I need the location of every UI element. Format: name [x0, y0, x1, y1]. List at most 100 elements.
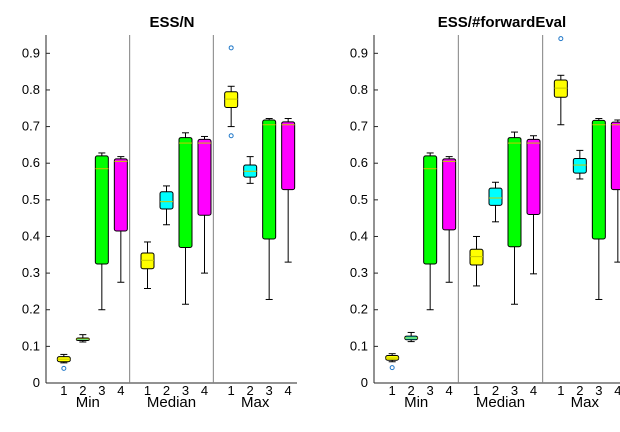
box-body — [610, 121, 620, 191]
x-tick-label: 3 — [595, 383, 602, 398]
outlier-point — [228, 133, 234, 139]
box-body — [526, 138, 541, 215]
x-tick-label: 1 — [557, 383, 564, 398]
box-min-1 — [385, 353, 400, 371]
box-body — [591, 119, 606, 240]
y-tick-label: 0.9 — [22, 45, 40, 60]
x-tick-label: 4 — [614, 383, 620, 398]
box-body — [262, 119, 277, 240]
box-body — [159, 191, 174, 210]
box-median-2 — [488, 181, 503, 223]
box-median-3 — [178, 132, 193, 305]
y-tick-label: 0.1 — [22, 338, 40, 353]
x-tick-label: 2 — [247, 383, 254, 398]
x-tick-label: 3 — [266, 383, 273, 398]
box-min-2 — [75, 334, 90, 343]
y-tick-label: 0.7 — [350, 119, 368, 134]
box-median-1 — [140, 241, 155, 289]
y-tick-label: 0.6 — [22, 155, 40, 170]
box-min-4 — [113, 156, 128, 283]
x-tick-label: 2 — [79, 383, 86, 398]
y-tick-label: 0.5 — [350, 192, 368, 207]
y-tick-label: 0.4 — [22, 228, 40, 243]
box-body — [178, 137, 193, 248]
y-tick-label: 0.1 — [350, 338, 368, 353]
y-tick-label: 0.3 — [350, 265, 368, 280]
outlier-point — [558, 36, 564, 42]
x-tick-label: 1 — [144, 383, 151, 398]
group-label: Median — [147, 394, 196, 411]
box-body — [572, 157, 587, 174]
box-max-2 — [572, 149, 587, 180]
box-body — [423, 155, 438, 265]
y-tick-label: 0.2 — [22, 302, 40, 317]
x-tick-label: 1 — [228, 383, 235, 398]
box-body — [224, 91, 239, 109]
chart-title: ESS/#forwardEval — [438, 14, 566, 31]
x-tick-label: 3 — [511, 383, 518, 398]
box-body — [94, 155, 109, 265]
x-tick-label: 4 — [530, 383, 537, 398]
box-min-1 — [56, 353, 71, 371]
y-tick-label: 0.8 — [350, 82, 368, 97]
box-min-2 — [404, 331, 419, 343]
x-tick-label: 4 — [285, 383, 292, 398]
box-body — [113, 158, 128, 232]
y-tick-label: 0.3 — [22, 265, 40, 280]
box-max-3 — [591, 118, 606, 300]
x-tick-label: 2 — [576, 383, 583, 398]
x-tick-label: 2 — [492, 383, 499, 398]
x-tick-label: 3 — [98, 383, 105, 398]
box-min-3 — [94, 152, 109, 311]
box-min-3 — [423, 152, 438, 311]
box-max-4 — [610, 119, 620, 263]
box-body — [442, 158, 457, 231]
y-tick-label: 0.5 — [22, 192, 40, 207]
box-body — [281, 121, 296, 191]
y-tick-label: 0.2 — [350, 302, 368, 317]
box-max-1 — [553, 36, 568, 126]
box-body — [197, 138, 212, 216]
x-tick-label: 3 — [427, 383, 434, 398]
box-max-1 — [224, 45, 239, 139]
box-min-4 — [442, 156, 457, 283]
box-max-2 — [243, 156, 258, 184]
outlier-point — [228, 45, 234, 51]
box-body — [469, 248, 484, 266]
box-median-2 — [159, 185, 174, 226]
box-median-4 — [526, 135, 541, 275]
x-tick-label: 4 — [201, 383, 208, 398]
y-tick-label: 0.7 — [22, 119, 40, 134]
group-label: Median — [476, 394, 525, 411]
box-body — [553, 79, 568, 98]
y-tick-label: 0 — [33, 375, 40, 390]
box-body — [140, 252, 155, 270]
box-median-3 — [507, 131, 522, 305]
group-label: Min — [404, 394, 428, 411]
box-max-3 — [262, 118, 277, 300]
group-label: Min — [76, 394, 100, 411]
x-tick-label: 1 — [389, 383, 396, 398]
x-tick-label: 4 — [117, 383, 124, 398]
chart-title: ESS/N — [149, 14, 194, 31]
box-median-4 — [197, 135, 212, 274]
x-tick-label: 3 — [182, 383, 189, 398]
panel-ess-forwardeval: ESS/#forwardEval 0 0.1 0.2 0.3 0.4 0.5 0.6 0.7 0… — [350, 14, 620, 411]
box-median-1 — [469, 235, 484, 287]
y-tick-label: 0.8 — [22, 82, 40, 97]
group-label: Max — [571, 394, 600, 411]
box-body — [507, 137, 522, 248]
y-tick-label: 0.6 — [350, 155, 368, 170]
group-label: Max — [241, 394, 270, 411]
outlier-point — [389, 365, 395, 371]
x-tick-label: 4 — [446, 383, 453, 398]
box-body — [488, 187, 503, 206]
box-max-4 — [281, 118, 296, 263]
x-tick-label: 1 — [473, 383, 480, 398]
y-tick-label: 0 — [361, 375, 368, 390]
y-tick-label: 0.9 — [350, 45, 368, 60]
x-tick-label: 2 — [163, 383, 170, 398]
x-tick-label: 2 — [408, 383, 415, 398]
